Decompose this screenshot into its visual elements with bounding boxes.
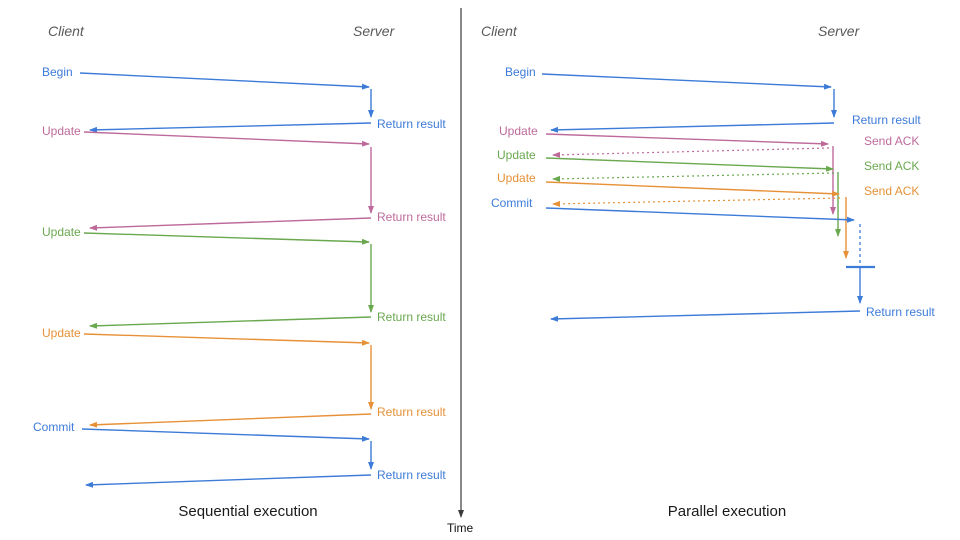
par-send-ack-label-2: Send ACK (864, 159, 920, 173)
par-update2-label: Update (497, 148, 536, 162)
seq-begin-label: Begin (42, 65, 73, 79)
par-server-header: Server (818, 23, 860, 39)
par-client-header: Client (481, 23, 517, 39)
seq-return-result-label-2: Return result (377, 210, 446, 224)
seq-return-result-label-3: Return result (377, 310, 446, 324)
par-update1-ack-line (552, 147, 830, 158)
par-update1-request-line (545, 133, 829, 147)
seq-update2-label: Update (42, 225, 81, 239)
seq-commit-label: Commit (33, 420, 75, 434)
par-update3-request-line (545, 181, 840, 197)
par-update2-request-line (545, 157, 834, 172)
seq-return-result-label-4: Return result (377, 405, 446, 419)
seq-update3-request-line (83, 333, 370, 346)
par-send-ack-label-3: Send ACK (864, 184, 920, 198)
par-commit-label: Commit (491, 196, 533, 210)
seq-return-result-label-1: Return result (377, 117, 446, 131)
par-commit-return-line (550, 310, 861, 322)
seq-update1-label: Update (42, 124, 81, 138)
par-begin-return-line (550, 122, 835, 133)
par-begin-request-line (541, 73, 832, 90)
par-title: Parallel execution (667, 503, 787, 520)
par-commit-request-line (545, 207, 855, 223)
seq-commit-request-line (81, 428, 370, 442)
par-update3-label: Update (497, 171, 536, 185)
seq-client-header: Client (48, 23, 84, 39)
seq-server-header: Server (353, 23, 395, 39)
par-return-result-label-bottom: Return result (866, 305, 935, 319)
par-send-ack-label-1: Send ACK (864, 134, 920, 148)
seq-commit-return-line (85, 474, 372, 488)
seq-title: Sequential execution (178, 503, 318, 520)
time-axis-label: Time (447, 521, 474, 535)
par-return-result-label-top: Return result (852, 113, 921, 127)
seq-return-result-label-5: Return result (377, 468, 446, 482)
seq-update1-request-line (83, 131, 370, 147)
par-update3-ack-line (552, 197, 841, 207)
seq-begin-request-line (79, 72, 370, 90)
seq-update2-request-line (83, 232, 370, 245)
seq-update3-label: Update (42, 326, 81, 340)
par-begin-label: Begin (505, 65, 536, 79)
par-update2-ack-line (552, 172, 835, 182)
seq-update3-return-line (89, 413, 372, 428)
seq-begin-return-line (89, 122, 372, 133)
seq-update1-return-line (89, 217, 372, 231)
seq-update2-return-line (89, 316, 372, 329)
par-update1-label: Update (499, 124, 538, 138)
